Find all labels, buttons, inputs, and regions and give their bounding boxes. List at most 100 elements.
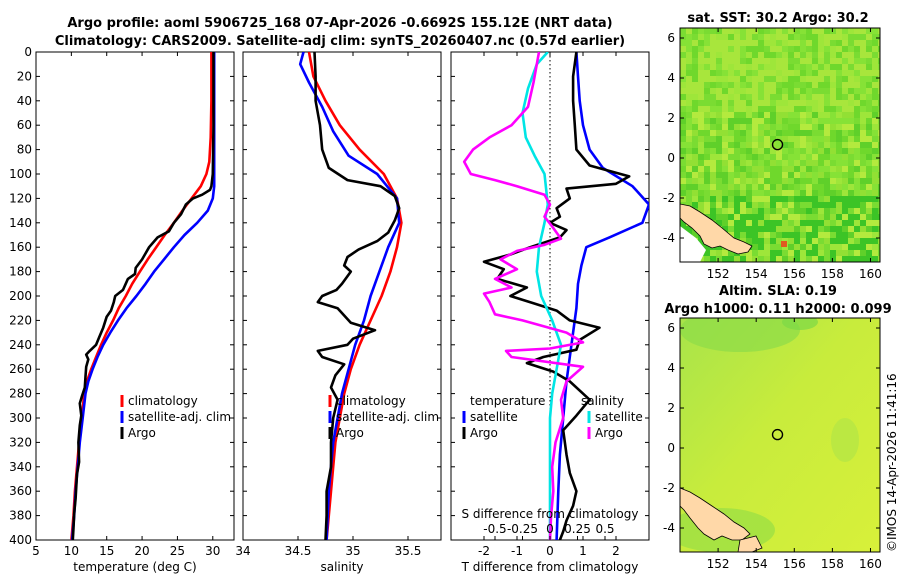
- depth-tick-label: 400: [9, 533, 32, 547]
- sst-cell: [770, 124, 776, 130]
- sst-cell: [734, 118, 740, 124]
- map-y-tick-label: -4: [663, 231, 675, 245]
- sst-cell: [746, 214, 752, 220]
- sst-cell: [740, 154, 746, 160]
- sst-cell: [866, 70, 872, 76]
- sst-cell: [740, 124, 746, 130]
- sst-cell: [872, 190, 878, 196]
- sst-cell: [734, 160, 740, 166]
- sst-cell: [746, 130, 752, 136]
- sst-cell: [782, 256, 788, 262]
- sst-cell: [692, 100, 698, 106]
- sst-cell: [680, 118, 686, 124]
- sst-cell: [746, 34, 752, 40]
- sst-cell: [830, 184, 836, 190]
- sst-cell: [800, 106, 806, 112]
- sst-cell: [734, 88, 740, 94]
- sst-cell: [860, 76, 866, 82]
- sst-cell: [734, 172, 740, 178]
- sst-cell: [692, 136, 698, 142]
- sst-cell: [728, 196, 734, 202]
- sst-cell: [812, 226, 818, 232]
- sst-cell: [746, 106, 752, 112]
- sst-cell: [818, 106, 824, 112]
- sst-cell: [734, 46, 740, 52]
- sst-cell: [692, 40, 698, 46]
- sst-cell: [824, 250, 830, 256]
- sst-cell: [764, 226, 770, 232]
- sst-cell: [818, 184, 824, 190]
- sst-cell: [734, 40, 740, 46]
- sst-cell: [728, 136, 734, 142]
- sst-cell: [806, 196, 812, 202]
- sst-cell: [812, 214, 818, 220]
- sst-cell: [866, 226, 872, 232]
- sst-cell: [854, 232, 860, 238]
- sst-cell: [710, 256, 716, 262]
- sst-cell: [758, 136, 764, 142]
- sst-cell: [830, 106, 836, 112]
- sst-cell: [848, 64, 854, 70]
- sst-cell: [872, 52, 878, 58]
- sst-cell: [770, 238, 776, 244]
- sst-cell: [752, 130, 758, 136]
- sst-cell: [710, 82, 716, 88]
- sst-cell: [806, 46, 812, 52]
- sst-cell: [692, 166, 698, 172]
- sst-cell: [692, 94, 698, 100]
- sst-cell: [704, 82, 710, 88]
- series-satellite-adj-clim: [70, 52, 216, 540]
- x-tick-label: 30: [205, 544, 220, 558]
- sst-cell: [866, 232, 872, 238]
- sst-cell: [680, 28, 686, 34]
- sst-cell: [770, 220, 776, 226]
- sst-cell: [848, 136, 854, 142]
- sst-cell: [866, 238, 872, 244]
- sst-cell: [710, 40, 716, 46]
- sst-cell: [788, 70, 794, 76]
- sst-cell: [842, 244, 848, 250]
- sst-cell: [794, 88, 800, 94]
- sst-map-title: sat. SST: 30.2 Argo: 30.2: [687, 11, 868, 26]
- sst-cell: [728, 250, 734, 256]
- sst-cell: [812, 154, 818, 160]
- sst-cell: [734, 136, 740, 142]
- sst-cell: [854, 250, 860, 256]
- sst-cell: [788, 130, 794, 136]
- sst-cell: [806, 34, 812, 40]
- sst-cell: [872, 58, 878, 64]
- sst-cell: [746, 124, 752, 130]
- sst-cell: [740, 118, 746, 124]
- sst-cell: [794, 40, 800, 46]
- sst-cell: [794, 256, 800, 262]
- sst-cell: [734, 58, 740, 64]
- sst-cell: [728, 124, 734, 130]
- sst-cell: [836, 76, 842, 82]
- sst-cell: [758, 100, 764, 106]
- sst-cell: [740, 184, 746, 190]
- sst-cell: [740, 28, 746, 34]
- sst-cell: [872, 112, 878, 118]
- sst-cell: [764, 106, 770, 112]
- sst-cell: [854, 40, 860, 46]
- sst-cell: [704, 196, 710, 202]
- temperature-panel: 0 20 40 60 80 100 120 140 160 180 200 220 240 260 280 3…: [9, 45, 235, 574]
- sst-cell: [836, 106, 842, 112]
- sst-cell: [716, 64, 722, 70]
- sst-cell: [860, 142, 866, 148]
- depth-tick-label: 200: [9, 289, 32, 303]
- sst-cell: [704, 142, 710, 148]
- difference-depth-ticks: [451, 51, 649, 541]
- sst-cell: [698, 202, 704, 208]
- sst-cell: [746, 202, 752, 208]
- sst-cell: [764, 160, 770, 166]
- sst-cell: [710, 130, 716, 136]
- sst-cell: [746, 208, 752, 214]
- sst-cell: [842, 148, 848, 154]
- sst-cell: [872, 208, 878, 214]
- sst-cell: [734, 100, 740, 106]
- sst-cell: [698, 178, 704, 184]
- sst-cell: [740, 94, 746, 100]
- sst-cell: [776, 226, 782, 232]
- sst-cell: [806, 226, 812, 232]
